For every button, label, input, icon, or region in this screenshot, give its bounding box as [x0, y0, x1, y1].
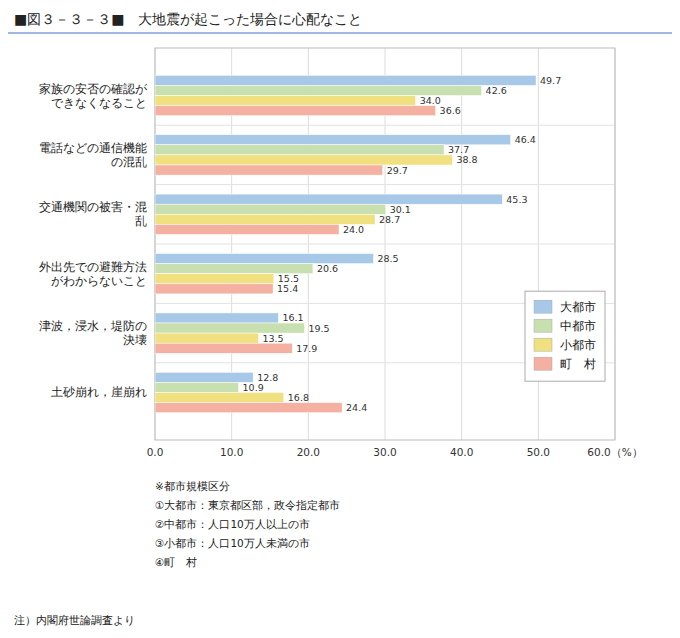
annotations: ※都市規模区分 ①大都市：東京都区部，政令指定都市 ②中都市：人口10万人以上の市 ③… — [14, 480, 340, 626]
data-label: 10.9 — [243, 382, 264, 393]
category-label: 家族の安否の確認ができなくなること — [39, 82, 148, 110]
bar — [155, 214, 375, 224]
category-label-line: 津波，浸水，堤防の — [39, 319, 147, 333]
category-label-line: がわからないこと — [51, 274, 147, 288]
y-axis: 家族の安否の確認ができなくなること電話などの通信機能の混乱交通機関の被害・混乱外… — [39, 82, 148, 400]
chart: ■図３－３－３■ 大地震が起こった場合に心配なこと 49.7 46.4 45.3 28.… — [0, 0, 680, 638]
bar — [155, 392, 284, 402]
x-tick-label: 0.0 — [147, 446, 164, 458]
category-label: 外出先での避難方法がわからないこと — [39, 260, 147, 288]
group-separator — [155, 184, 615, 185]
legend-label: 大都市 — [560, 300, 596, 314]
footnote: 注）内閣府世論調査より — [14, 614, 135, 626]
bar — [155, 224, 339, 234]
bar — [155, 313, 278, 323]
bar — [155, 254, 374, 264]
data-label: 36.6 — [440, 105, 461, 116]
legend: 大都市中都市小都市町 村 — [525, 291, 605, 381]
bar — [155, 372, 253, 382]
bar — [155, 333, 259, 343]
category-label-line: の混乱 — [111, 155, 147, 169]
category-label: 交通機関の被害・混乱 — [39, 200, 147, 228]
data-label: 24.0 — [343, 224, 364, 235]
x-tick-label: 60.0（%） — [587, 446, 642, 458]
x-tick-label: 50.0 — [527, 446, 550, 458]
data-label: 24.4 — [346, 402, 367, 413]
x-tick-label: 30.0 — [373, 446, 396, 458]
bar — [155, 165, 383, 175]
data-label: 38.8 — [456, 154, 477, 165]
note: ③小都市：人口10万人未満の市 — [155, 537, 310, 549]
x-tick-label: 10.0 — [220, 446, 243, 458]
data-label: 42.6 — [486, 85, 507, 96]
bar — [155, 343, 292, 353]
data-label: 28.5 — [378, 253, 399, 264]
category-label-line: 交通機関の被害・混 — [39, 200, 147, 214]
bar — [155, 274, 274, 284]
title: ■図３－３－３■ 大地震が起こった場合に心配なこと — [14, 11, 362, 27]
group-separator — [155, 125, 615, 126]
data-label: 13.5 — [263, 333, 284, 344]
note: ①大都市：東京都区部，政令指定都市 — [155, 499, 340, 511]
category-label-line: 家族の安否の確認が — [39, 82, 148, 96]
data-label: 16.8 — [288, 392, 309, 403]
data-label: 17.9 — [296, 343, 317, 354]
data-label: 15.4 — [277, 283, 298, 294]
x-tick-label: 20.0 — [297, 446, 320, 458]
title-rule — [8, 32, 672, 33]
bar — [155, 155, 452, 165]
category-label: 電話などの通信機能の混乱 — [39, 141, 147, 169]
bar — [155, 194, 502, 204]
bar — [155, 85, 482, 95]
data-label: 20.6 — [317, 263, 338, 274]
note: ②中都市：人口10万人以上の市 — [155, 518, 310, 530]
bar — [155, 284, 273, 294]
bar — [155, 264, 313, 274]
bar — [155, 204, 386, 214]
x-tick-label: 40.0 — [450, 446, 473, 458]
bar — [155, 403, 342, 413]
bar — [155, 145, 444, 155]
category-label: 津波，浸水，堤防の決壊 — [39, 319, 147, 347]
bar — [155, 75, 536, 85]
plot-frame — [155, 48, 615, 440]
legend-label: 中都市 — [560, 319, 596, 333]
legend-label: 小都市 — [560, 338, 596, 352]
category-label-line: 外出先での避難方法 — [39, 260, 147, 274]
bar — [155, 135, 511, 145]
legend-swatch — [534, 338, 552, 351]
data-label: 34.0 — [420, 95, 441, 106]
bar — [155, 106, 436, 116]
data-label: 28.7 — [379, 214, 400, 225]
data-label: 19.5 — [309, 323, 330, 334]
legend-swatch — [534, 300, 552, 313]
x-axis: 0.0 10.0 20.0 30.0 40.0 50.0 60.0（%） — [147, 446, 643, 458]
group-separator — [155, 244, 615, 245]
data-label: 29.7 — [387, 165, 408, 176]
category-label-line: できなくなること — [51, 96, 147, 110]
legend-label: 町 村 — [560, 357, 596, 371]
legend-swatch — [534, 319, 552, 332]
legend-box — [525, 291, 605, 381]
bar — [155, 382, 239, 392]
data-label: 49.7 — [540, 75, 561, 86]
legend-swatch — [534, 357, 552, 370]
grid — [155, 48, 615, 440]
data-labels: 49.746.445.328.516.112.842.637.730.120.6… — [243, 75, 562, 413]
category-label-line: 決壊 — [123, 333, 147, 347]
category-label-line: 土砂崩れ，崖崩れ — [51, 385, 147, 399]
category-label-line: 電話などの通信機能 — [39, 141, 147, 155]
note: ④町 村 — [155, 556, 197, 568]
data-label: 16.1 — [282, 312, 303, 323]
category-label-line: 乱 — [135, 214, 147, 228]
data-label: 45.3 — [506, 194, 527, 205]
category-label: 土砂崩れ，崖崩れ — [51, 385, 147, 399]
bars — [155, 75, 536, 412]
note: ※都市規模区分 — [155, 480, 230, 492]
bar — [155, 96, 416, 106]
bar — [155, 323, 305, 333]
data-label: 46.4 — [515, 134, 536, 145]
